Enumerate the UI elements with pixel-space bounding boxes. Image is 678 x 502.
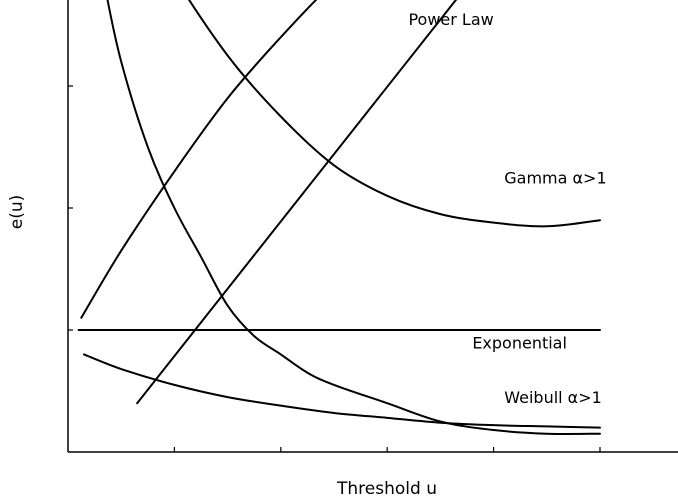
curve-labels: NormalWeibull α<1 or LognormalPower LawG… xyxy=(408,10,606,407)
curve-weibull-1 xyxy=(82,353,601,429)
curve-weibull-1-or-lognormal xyxy=(80,0,318,319)
tick-marks xyxy=(68,85,601,452)
curve-normal xyxy=(106,0,601,435)
curve-gamma-1 xyxy=(188,0,601,228)
curves xyxy=(77,0,601,435)
label-gamma-1: Gamma α>1 xyxy=(504,169,606,188)
label-power-law: Power Law xyxy=(408,10,493,29)
y-axis-label: e(u) xyxy=(7,195,27,230)
x-axis-label: Threshold u xyxy=(336,479,437,499)
label-exponential: Exponential xyxy=(472,333,567,352)
axes xyxy=(67,0,678,453)
curve-power-law xyxy=(136,0,458,405)
label-weibull-1: Weibull α>1 xyxy=(504,388,602,407)
